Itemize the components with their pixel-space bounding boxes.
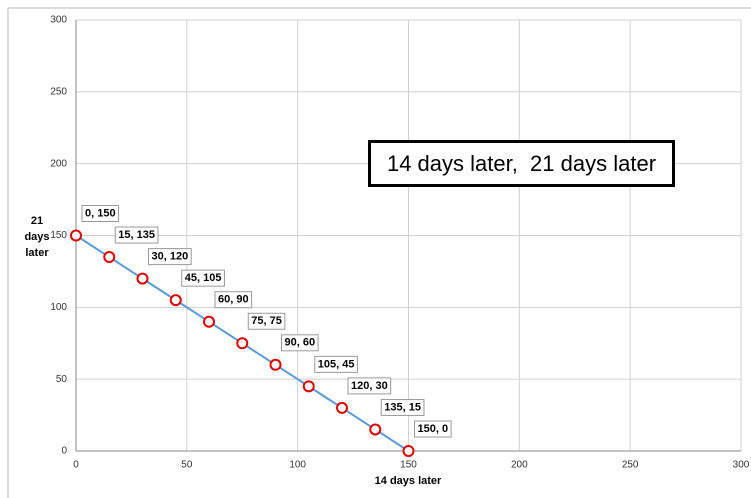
- x-tick-label: 200: [511, 460, 528, 471]
- data-label-box: [281, 334, 319, 352]
- data-label-group: 120, 30: [347, 377, 392, 395]
- data-label-group: 30, 120: [148, 248, 192, 266]
- data-label-group: 0, 150: [81, 205, 120, 222]
- data-label-box: [214, 291, 253, 309]
- y-tick-label: 0: [61, 446, 67, 457]
- data-label-box: [414, 420, 452, 438]
- marker: [402, 445, 415, 457]
- data-label-group: 150, 0: [414, 420, 452, 438]
- marker: [70, 229, 82, 242]
- data-label: 30, 120: [152, 251, 189, 263]
- y-tick-label: 50: [56, 374, 68, 385]
- data-label-group: 75, 75: [247, 312, 286, 330]
- y-axis-label: 21 days later: [24, 215, 50, 259]
- annotation: 14 days later, 21 days later: [368, 140, 675, 187]
- data-label: 150, 0: [418, 423, 449, 435]
- marker: [136, 272, 149, 285]
- marker: [302, 380, 315, 393]
- y-tick-label: 250: [50, 86, 67, 97]
- y-tick-label: 200: [50, 158, 67, 169]
- data-label: 75, 75: [251, 315, 282, 327]
- data-label-group: 15, 135: [114, 226, 159, 244]
- y-tick-label: 300: [50, 15, 67, 26]
- data-label: 45, 105: [185, 272, 222, 284]
- x-axis-label: 14 days later: [375, 475, 442, 487]
- data-label-group: 90, 60: [281, 334, 319, 352]
- data-label: 60, 90: [218, 294, 249, 306]
- data-label-group: 45, 105: [181, 269, 225, 287]
- data-label: 135, 15: [384, 401, 421, 413]
- x-tick-label: 50: [181, 460, 193, 471]
- y-tick-label: 150: [50, 230, 67, 241]
- data-label-box: [181, 269, 225, 287]
- x-tick-label: 300: [733, 460, 750, 471]
- data-label-box: [81, 205, 120, 222]
- marker: [103, 251, 116, 264]
- marker: [236, 337, 249, 350]
- data-label-group: 135, 15: [380, 398, 425, 416]
- x-tick-label: 0: [73, 460, 79, 471]
- marker: [269, 358, 282, 371]
- data-label: 120, 30: [351, 380, 388, 392]
- data-label-box: [247, 312, 286, 330]
- data-label-box: [314, 355, 358, 373]
- marker: [203, 315, 215, 328]
- x-tick-label: 150: [400, 460, 417, 471]
- data-label-box: [380, 398, 425, 416]
- data-label-group: 60, 90: [214, 291, 253, 309]
- x-tick-label: 100: [289, 460, 306, 471]
- data-label: 90, 60: [285, 337, 316, 349]
- data-label: 15, 135: [118, 229, 155, 241]
- data-label-box: [114, 226, 159, 244]
- data-label-group: 105, 45: [314, 355, 358, 373]
- data-label-box: [148, 248, 192, 266]
- x-tick-label: 250: [622, 460, 639, 471]
- marker: [169, 294, 182, 307]
- marker: [369, 423, 382, 436]
- data-label: 0, 150: [85, 207, 116, 219]
- data-label: 105, 45: [318, 358, 355, 370]
- marker: [336, 401, 348, 414]
- data-label-box: [347, 377, 392, 395]
- y-tick-label: 100: [50, 302, 67, 313]
